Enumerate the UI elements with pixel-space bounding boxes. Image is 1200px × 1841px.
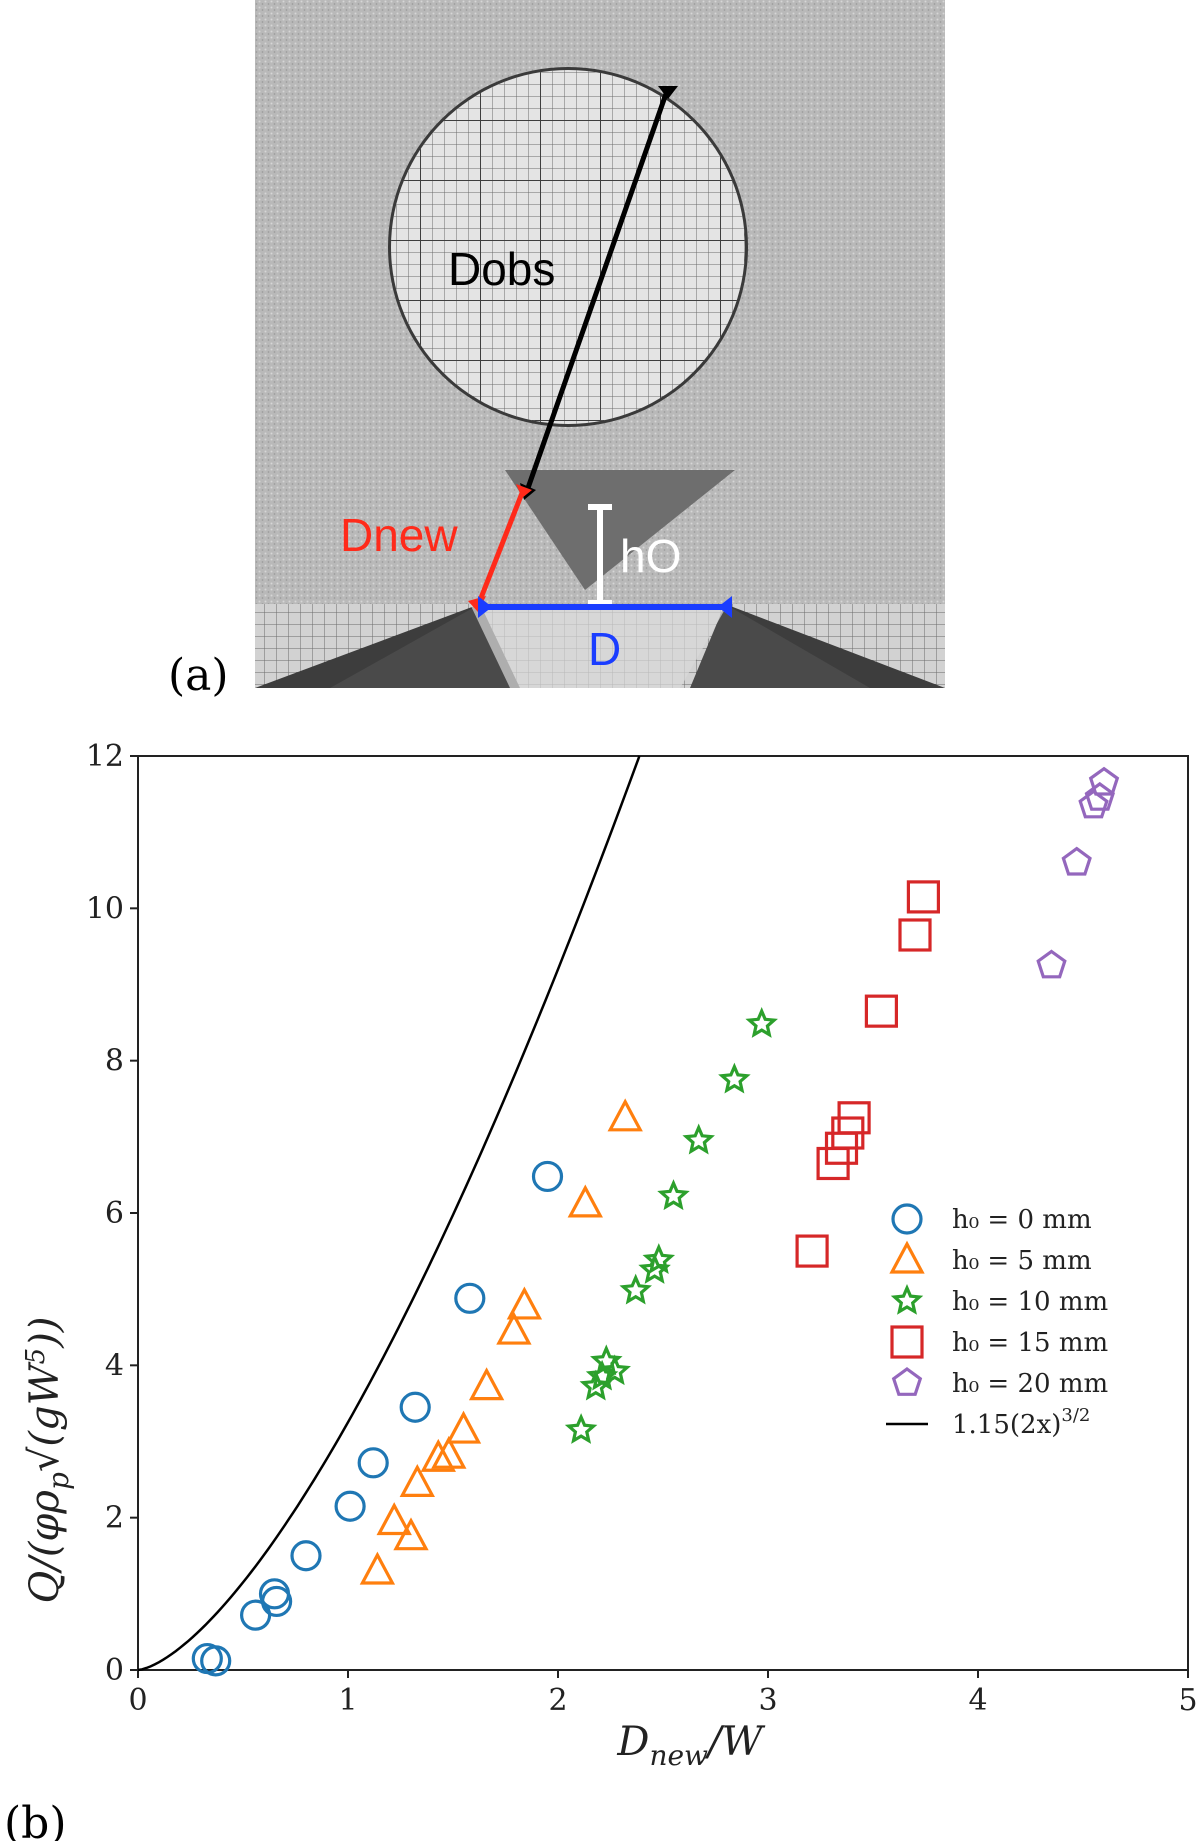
legend-label-0: h₀ = 0 mm xyxy=(952,1205,1092,1235)
legend-label-4: h₀ = 20 mm xyxy=(952,1369,1108,1399)
dnew-label: Dnew xyxy=(340,509,458,561)
panel-a-label: (a) xyxy=(168,650,229,700)
y-tick-label: 8 xyxy=(105,1044,124,1079)
y-tick-label: 2 xyxy=(105,1501,124,1536)
y-tick-label: 10 xyxy=(86,891,124,926)
legend-superscript: 3/2 xyxy=(1061,1405,1090,1426)
series-0-point-1 xyxy=(200,1645,232,1677)
y-tick-label: 12 xyxy=(86,739,124,774)
series-0-point-9 xyxy=(454,1282,486,1314)
series-2-point-10 xyxy=(718,1062,751,1094)
series-2-point-5 xyxy=(619,1273,652,1305)
series-0-point-5 xyxy=(290,1540,322,1572)
x-tick-label: 2 xyxy=(548,1683,567,1718)
series-1-point-3 xyxy=(399,1464,435,1497)
series-0-point-8 xyxy=(399,1391,431,1423)
series-1-point-11 xyxy=(607,1098,643,1132)
series-1-point-5 xyxy=(431,1435,467,1469)
series-3-point-5 xyxy=(864,994,899,1028)
series-4-point-0 xyxy=(1036,949,1067,979)
legend-label-2: h₀ = 10 mm xyxy=(952,1287,1108,1317)
series-0-point-10 xyxy=(531,1160,564,1193)
legend-marker-4 xyxy=(891,1367,923,1396)
legend-marker-0 xyxy=(891,1203,923,1235)
legend-label-3: h₀ = 15 mm xyxy=(952,1328,1108,1358)
right-wall-edge xyxy=(690,604,870,688)
series-1-point-0 xyxy=(359,1551,396,1585)
flow-cone xyxy=(470,604,728,688)
y-tick-label: 4 xyxy=(105,1348,124,1383)
legend-label-1: h₀ = 5 mm xyxy=(952,1246,1092,1276)
series-3-point-4 xyxy=(837,1101,871,1135)
legend-marker-1 xyxy=(889,1240,925,1274)
disk-obstacle xyxy=(388,67,748,427)
theory-curve xyxy=(137,755,641,1672)
d-measure xyxy=(478,596,732,618)
d-label: D xyxy=(588,623,621,675)
series-1-point-9 xyxy=(506,1286,543,1320)
series-1-point-10 xyxy=(567,1184,603,1218)
h0-label: hO xyxy=(620,530,681,582)
left-wall-edge xyxy=(330,604,520,688)
series-1-point-1 xyxy=(376,1502,412,1536)
series-2-point-8 xyxy=(657,1179,690,1211)
x-axis-title: Dnew/W xyxy=(616,1719,765,1772)
y-tick-label: 0 xyxy=(105,1653,124,1688)
x-tick-label: 4 xyxy=(968,1683,987,1718)
y-tick-label: 6 xyxy=(105,1196,124,1231)
series-1-point-7 xyxy=(468,1367,505,1401)
panel-b-label: (b) xyxy=(4,1798,67,1841)
legend-marker-3 xyxy=(890,1325,924,1359)
series-3-point-7 xyxy=(906,880,941,914)
h0-measure xyxy=(588,504,612,606)
series-4-point-4 xyxy=(1088,766,1120,796)
series-0-point-6 xyxy=(334,1490,366,1522)
series-4-point-3 xyxy=(1084,781,1115,811)
series-2-point-11 xyxy=(745,1007,778,1038)
series-4-point-1 xyxy=(1061,846,1092,876)
series-0-point-7 xyxy=(357,1447,389,1479)
series-1-point-2 xyxy=(393,1517,429,1551)
series-2-point-1 xyxy=(579,1369,613,1401)
series-3-point-0 xyxy=(795,1234,829,1268)
series-1-point-8 xyxy=(496,1311,532,1345)
series-3-point-6 xyxy=(898,918,932,952)
legend-label-5: 1.15(2x)3/2 xyxy=(952,1405,1090,1440)
series-0-point-4 xyxy=(261,1585,293,1618)
panel-a-photo: Dobs Dnew hO D (a) xyxy=(168,0,945,700)
series-2-point-4 xyxy=(598,1354,631,1386)
series-1-point-4 xyxy=(420,1438,456,1472)
x-tick-label: 0 xyxy=(128,1683,147,1718)
series-2-point-0 xyxy=(564,1413,598,1444)
legend-marker-2 xyxy=(890,1283,924,1315)
y-axis-title: Q/(φρp√(gW5)) xyxy=(21,1317,75,1604)
series-1-point-6 xyxy=(445,1410,482,1444)
series-4-point-2 xyxy=(1078,789,1109,819)
stagnant-zone xyxy=(505,470,735,590)
series-2-point-7 xyxy=(642,1243,676,1274)
x-tick-label: 1 xyxy=(338,1683,357,1718)
series-2-point-9 xyxy=(682,1123,715,1155)
x-tick-label: 3 xyxy=(758,1683,777,1718)
dobs-label: Dobs xyxy=(448,243,555,295)
x-tick-label: 5 xyxy=(1178,1683,1197,1718)
